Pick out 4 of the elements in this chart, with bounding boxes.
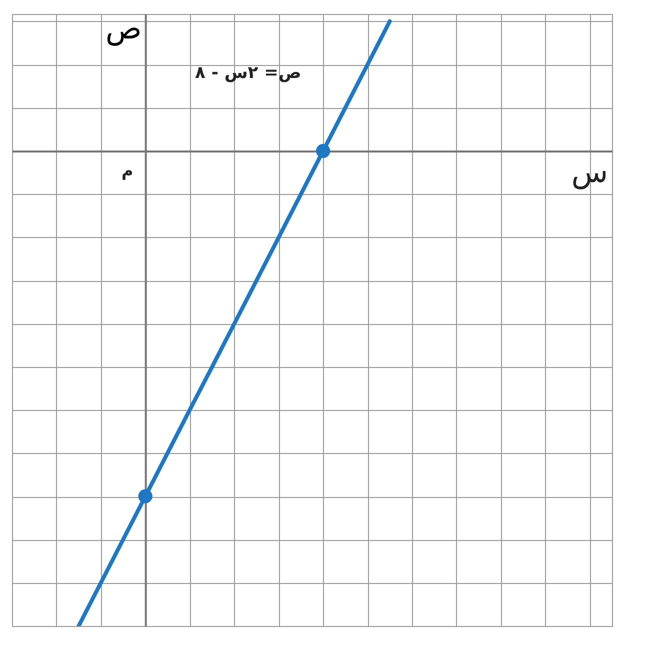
- annotation: ص= ٢س - ٨: [195, 62, 302, 83]
- y-axis-title: ص: [106, 12, 142, 46]
- annotation: م: [121, 160, 134, 180]
- text: س: [571, 154, 608, 190]
